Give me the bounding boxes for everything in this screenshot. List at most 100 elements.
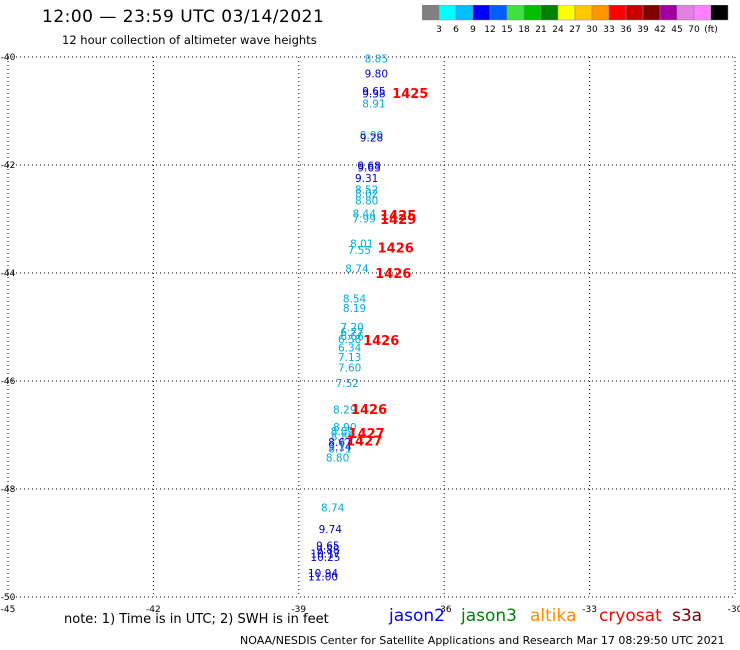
color-swatch [608,5,627,21]
color-scale-label: 27 [569,25,580,35]
pass-time-label: 1426 [363,334,399,349]
wave-height-label: 8.85 [331,432,354,444]
wave-height-label: 8.19 [343,303,366,315]
wave-height-label: 9.28 [360,132,383,144]
color-scale-label: 30 [586,25,598,35]
x-tick-label: -45 [1,605,16,615]
color-swatch [693,5,712,21]
wave-height-label: 9.68 [357,161,380,173]
wave-height-label: 7.52 [336,378,359,390]
y-tick-label: -50 [1,593,16,603]
x-tick-label: -30 [728,605,740,615]
page-title: 12:00 — 23:59 UTC 03/14/2021 [42,7,325,27]
y-tick-label: -42 [1,161,16,171]
color-scale-label: 15 [501,25,512,35]
x-tick-label: -42 [146,605,161,615]
color-scale-label: (ft) [704,25,718,35]
wave-height-label: 8.54 [343,293,367,305]
color-scale-label: 33 [603,25,614,35]
pass-time-label: 1425 [392,87,428,102]
wave-height-label: 6.77 [340,327,363,339]
wave-height-label: 8.74 [345,264,369,276]
color-scale-legend: 3 6 9 12 15 18 21 24 27 30 33 36 39 42 45 70 (ft) [422,5,729,35]
color-scale-label: 24 [552,25,564,35]
wave-height-label: 6.34 [338,343,362,355]
pass-time-label: 1425 [380,209,416,224]
color-scale-label: 12 [484,25,495,35]
y-tick-label: -46 [1,377,16,387]
color-swatch [523,5,542,21]
color-swatch [625,5,644,21]
color-swatch [591,5,610,21]
color-swatch [438,5,457,21]
color-scale-label: 70 [688,25,700,35]
wave-height-label: 11.00 [308,571,338,583]
color-swatch [557,5,576,21]
wave-height-label: 9.14 [328,441,352,453]
color-scale-label: 36 [620,25,632,35]
color-swatch [455,5,474,21]
y-tick-label: -48 [1,485,16,495]
color-swatch [642,5,661,21]
color-swatch [540,5,559,21]
wave-height-label: 6.66 [340,331,364,343]
wave-height-label: 10.25 [310,552,340,564]
wave-height-label: 7.55 [348,245,371,257]
legend-cryosat: cryosat [599,606,662,626]
color-scale-label: 21 [535,25,546,35]
wave-height-label: 8.85 [365,54,388,66]
wave-height-label: 9.88 [316,544,339,556]
wave-height-label: 8.80 [326,453,349,465]
color-scale-label: 18 [518,25,530,35]
page-subtitle: 12 hour collection of altimeter wave hei… [62,33,317,47]
wave-height-label: 8.90 [333,422,356,434]
color-swatch [506,5,525,21]
legend-altika: altika [530,606,577,626]
legend-jason2: jason2 [389,606,445,626]
wave-height-label: 8.89 [331,426,354,438]
wave-height-label: 8.01 [350,238,373,250]
x-tick-label: -36 [437,605,452,615]
color-swatch [489,5,508,21]
wave-height-label: 9.65 [316,541,339,553]
wave-height-label: 8.02 [355,189,378,201]
units-note: note: 1) Time is in UTC; 2) SWH is in fe… [64,612,329,627]
wave-height-label: 8.91 [362,98,385,110]
wave-height-label: 7.60 [338,363,361,375]
x-tick-label: -39 [291,605,306,615]
legend-s3a: s3a [672,606,703,626]
wave-height-label: 6.58 [338,334,361,346]
color-swatch [472,5,491,21]
color-scale-label: 9 [470,25,476,35]
y-tick-label: -44 [1,269,16,279]
wave-height-label: 8.74 [321,502,345,514]
wave-height-label: 8.71 [328,444,351,456]
legend-jason3: jason3 [461,606,517,626]
wave-height-label: 9.65 [362,86,385,98]
pass-time-label: 1427 [349,427,385,442]
wave-height-label: 9.38 [362,89,385,101]
wave-height-label: 8.80 [355,196,378,208]
wave-height-label: 8.67 [328,437,351,449]
y-tick-label: -40 [1,53,16,63]
wave-height-label: 9.74 [319,524,343,536]
wave-height-label: 9.63 [357,163,380,175]
wave-height-label: 8.52 [355,184,378,196]
wave-height-label: 10.94 [308,568,338,580]
pass-time-label: 1426 [375,267,411,282]
color-swatch [659,5,678,21]
pass-time-label: 1429 [380,213,416,228]
color-scale-label: 39 [637,25,649,35]
pass-time-label: 1426 [351,403,387,418]
wave-height-label: 8.44 [353,209,377,221]
wave-height-label: 7.20 [340,322,363,334]
wave-height-label: 9.80 [365,69,388,81]
pass-time-label: 1426 [378,242,414,257]
color-scale-label: 42 [654,25,665,35]
color-scale-label: 45 [671,25,682,35]
wave-height-label: 7.99 [353,213,376,225]
color-swatch [676,5,695,21]
x-tick-label: -33 [582,605,597,615]
wave-height-label: 10.17 [310,548,340,560]
